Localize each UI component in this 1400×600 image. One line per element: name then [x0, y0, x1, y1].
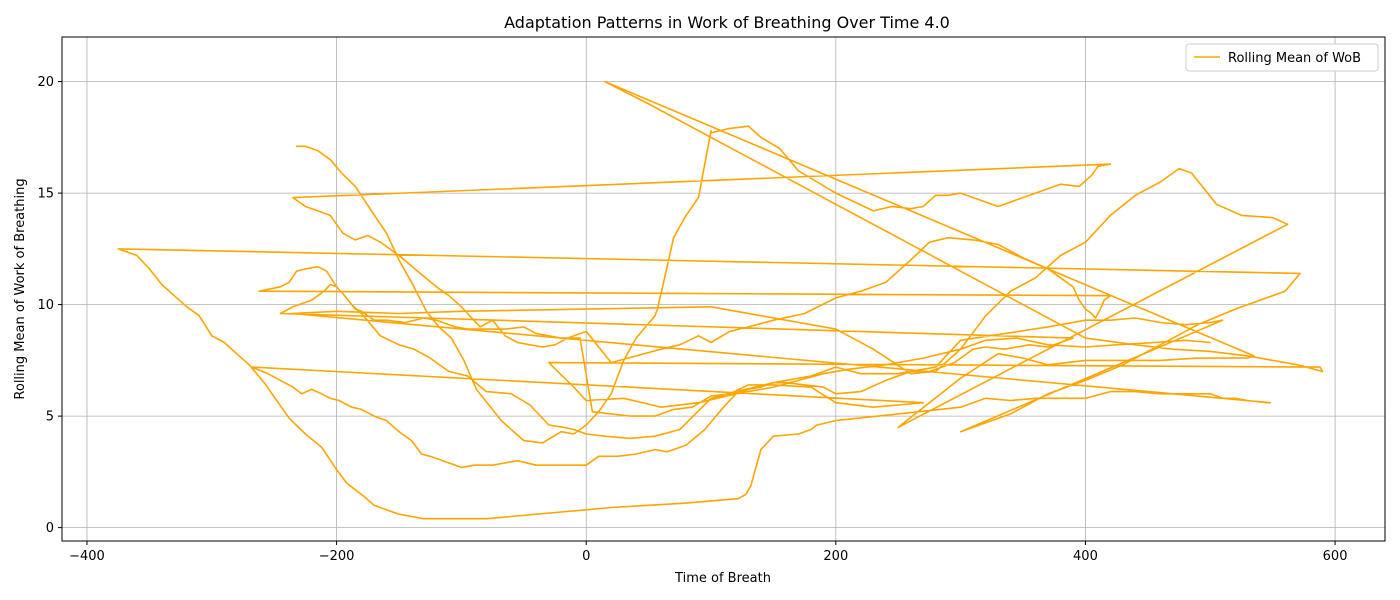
x-tick-label: 600 — [1323, 549, 1348, 564]
y-tick-label: 15 — [37, 187, 54, 202]
x-tick-label: −200 — [319, 549, 355, 564]
chart-title: Adaptation Patterns in Work of Breathing… — [504, 13, 950, 32]
series-lines — [117, 80, 1324, 520]
plot-frame — [61, 36, 1386, 542]
grid — [62, 37, 1385, 541]
x-tick-label: −400 — [69, 549, 105, 564]
x-axis-label: Time of Breath — [674, 571, 771, 586]
legend-label: Rolling Mean of WoB — [1228, 51, 1361, 66]
x-tick-label: 200 — [823, 549, 848, 564]
x-axis: −400 −200 0 200 400 600 — [69, 541, 1347, 564]
y-tick-label: 10 — [37, 298, 54, 313]
series-line-rolling-mean-wob — [117, 80, 1324, 520]
x-tick-label: 0 — [582, 549, 590, 564]
y-tick-label: 5 — [46, 410, 54, 425]
x-tick-label: 400 — [1073, 549, 1098, 564]
legend-box — [1185, 43, 1379, 72]
legend: Rolling Mean of WoB — [1185, 43, 1379, 72]
y-tick-label: 20 — [37, 75, 54, 90]
y-axis: 0 5 10 15 20 — [37, 75, 62, 536]
y-axis-label: Rolling Mean of Work of Breathing — [13, 178, 28, 399]
y-tick-label: 0 — [46, 521, 54, 536]
